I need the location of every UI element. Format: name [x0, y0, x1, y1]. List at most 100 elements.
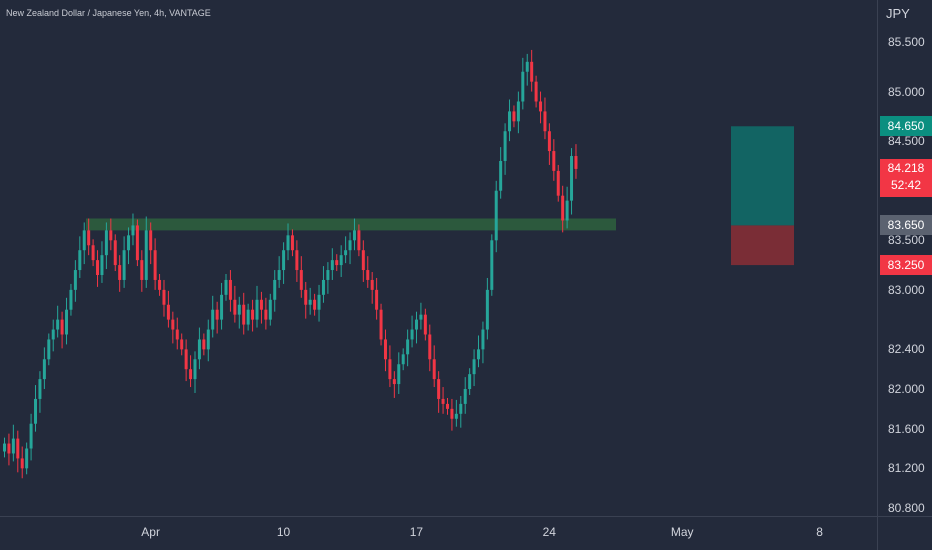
candle [419, 302, 423, 330]
candle-body [113, 240, 117, 266]
price-tick-label: 83.500 [888, 233, 925, 248]
candle-body [34, 398, 38, 424]
candle-body [251, 309, 255, 320]
candle [521, 57, 525, 110]
candle-body [401, 354, 405, 365]
candle-body [344, 250, 348, 256]
candle-body [135, 225, 139, 261]
candle-body [366, 270, 370, 280]
candle-body [379, 309, 383, 340]
candle [313, 293, 317, 316]
candle [317, 284, 321, 322]
candle-body [149, 230, 153, 251]
candle [383, 329, 387, 372]
candle [109, 218, 113, 251]
candle-body [574, 156, 578, 169]
candle [565, 186, 569, 229]
price-scale[interactable]: JPY 85.500 85.000 84.500 83.500 83.000 82.400… [877, 0, 932, 516]
candle [357, 224, 361, 257]
candle [525, 53, 529, 86]
candle-body [211, 309, 215, 330]
candle [47, 333, 51, 366]
candle-body [290, 235, 294, 251]
candle-body [189, 369, 193, 380]
candle [34, 385, 38, 432]
candle [180, 333, 184, 356]
candle-body [388, 359, 392, 380]
candle [268, 293, 272, 326]
candle-body [286, 235, 290, 251]
candle-body [60, 319, 64, 335]
candle-body [122, 250, 126, 280]
candle [127, 227, 131, 265]
candle-body [552, 151, 556, 171]
candle-body [78, 250, 82, 271]
price-tick-label: 84.500 [888, 134, 925, 149]
candle-body [490, 240, 494, 290]
candle [406, 329, 410, 367]
time-tick-label: 8 [816, 525, 823, 539]
price-chart[interactable] [0, 0, 877, 516]
candle [366, 256, 370, 288]
candle-body [392, 379, 396, 385]
candle [122, 236, 126, 288]
candle [211, 295, 215, 338]
candle [38, 371, 42, 413]
candle [60, 311, 64, 349]
candle-body [494, 190, 498, 241]
candle-body [91, 245, 95, 261]
candle-body [197, 339, 201, 360]
price-tick-label: 81.600 [888, 421, 925, 436]
candle-body [321, 279, 325, 295]
candle [65, 297, 69, 345]
candle [175, 317, 179, 350]
candle-body [100, 255, 104, 275]
candle-body [127, 235, 131, 251]
candle [370, 272, 374, 304]
candle [446, 397, 449, 415]
candle [184, 339, 188, 382]
candle [3, 437, 6, 458]
candle-body [383, 339, 387, 360]
candle-body [264, 309, 268, 320]
chart-plot-area[interactable]: New Zealand Dollar / Japanese Yen, 4h, V… [0, 0, 877, 516]
candle-body [450, 408, 454, 419]
candle-body [51, 329, 55, 340]
candle-body [437, 379, 441, 399]
candle [290, 229, 294, 257]
bar-countdown: 52:42 [890, 178, 922, 193]
candle [339, 245, 343, 277]
time-scale[interactable]: Apr 10 17 24 May 8 [0, 516, 877, 550]
candle-body [131, 225, 135, 236]
price-tick-label: 85.000 [888, 84, 925, 99]
candle-body [7, 443, 11, 454]
candle [361, 240, 365, 282]
candle-body [153, 250, 157, 280]
candle-body [3, 443, 6, 452]
candle-body [516, 101, 520, 122]
candle [51, 319, 55, 352]
stop-loss-price-tag: 83.250 [880, 255, 932, 276]
candle-body [193, 359, 197, 380]
time-tick-label: May [670, 525, 694, 539]
candle [206, 319, 210, 362]
candle [104, 222, 108, 270]
candle [335, 254, 339, 272]
candle [193, 351, 197, 393]
price-tick-label: 82.400 [888, 342, 925, 357]
candle [414, 311, 418, 344]
candle [91, 239, 95, 267]
candle-body [20, 458, 24, 469]
candle-body [472, 359, 476, 375]
candle [326, 262, 330, 294]
candle [397, 352, 401, 394]
candle-body [503, 131, 507, 161]
candle-body [468, 374, 472, 390]
candle [512, 105, 516, 128]
price-tick-label: 82.000 [888, 382, 925, 397]
candle-body [166, 304, 170, 320]
candle [534, 75, 538, 108]
candle [237, 296, 241, 329]
candle-body [228, 279, 232, 300]
candle [463, 377, 467, 414]
